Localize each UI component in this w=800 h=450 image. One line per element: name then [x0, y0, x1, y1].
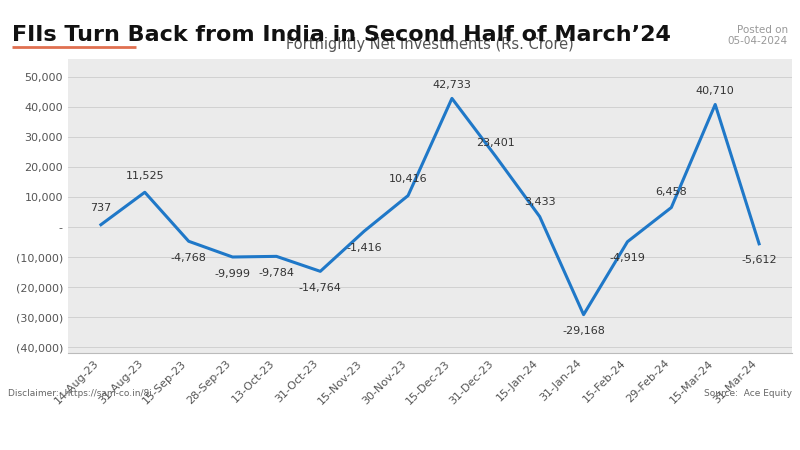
Text: -29,168: -29,168 — [562, 326, 605, 336]
Text: 6,458: 6,458 — [655, 188, 687, 198]
Text: -1,416: -1,416 — [346, 243, 382, 253]
Text: -14,764: -14,764 — [299, 283, 342, 293]
Text: 42,733: 42,733 — [433, 80, 471, 90]
Text: YSAMCO: YSAMCO — [717, 415, 782, 433]
Text: 737: 737 — [90, 203, 111, 213]
Title: Fortnightly Net Investments (Rs. Crore): Fortnightly Net Investments (Rs. Crore) — [286, 37, 574, 52]
Text: -5,612: -5,612 — [742, 255, 777, 266]
Text: Disclaimer:  https://sam-co.in/8i: Disclaimer: https://sam-co.in/8i — [8, 389, 152, 398]
Text: -9,999: -9,999 — [214, 269, 250, 279]
Text: 10,416: 10,416 — [389, 174, 427, 184]
Text: Posted on
05-04-2024: Posted on 05-04-2024 — [728, 25, 788, 46]
Text: 3,433: 3,433 — [524, 197, 555, 207]
Text: #SAMSHOTS: #SAMSHOTS — [18, 415, 146, 433]
Text: -9,784: -9,784 — [258, 268, 294, 278]
Text: FIIs Turn Back from India in Second Half of March’24: FIIs Turn Back from India in Second Half… — [12, 25, 671, 45]
Text: -4,919: -4,919 — [610, 253, 646, 263]
Text: 23,401: 23,401 — [477, 138, 515, 148]
Text: 40,710: 40,710 — [696, 86, 734, 96]
Text: 11,525: 11,525 — [126, 171, 164, 181]
Text: -4,768: -4,768 — [170, 253, 206, 263]
Text: Source:  Ace Equity: Source: Ace Equity — [704, 389, 792, 398]
